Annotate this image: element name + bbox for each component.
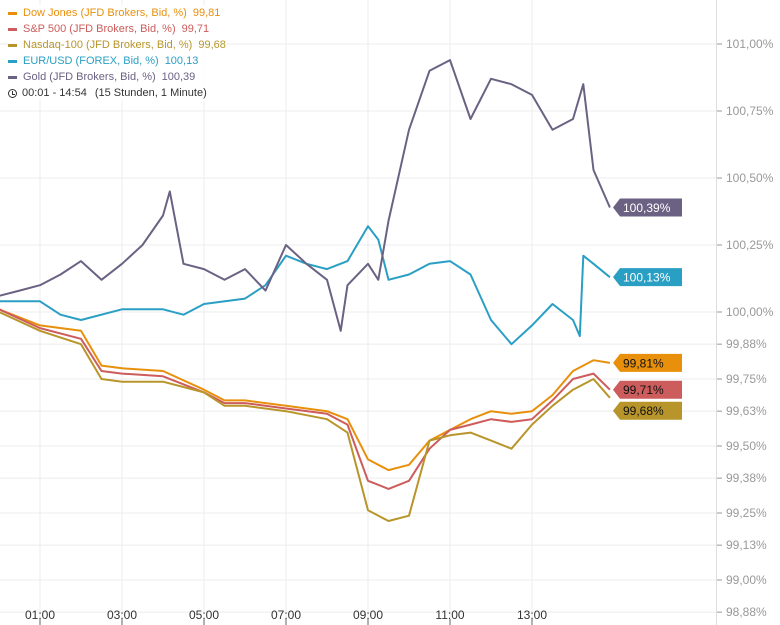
last-value-tag bbox=[613, 353, 682, 372]
last-value-tag bbox=[613, 380, 682, 399]
y-tick-label: 98,88% bbox=[726, 605, 767, 619]
time-range: 00:01 - 14:54 (15 Stunden, 1 Minute) bbox=[8, 85, 226, 101]
y-tick-label: 100,00% bbox=[726, 305, 774, 319]
x-tick-label: 01:00 bbox=[25, 608, 55, 622]
last-value-tag bbox=[613, 198, 682, 217]
legend-label: EUR/USD (FOREX, Bid, %) bbox=[23, 55, 159, 67]
y-tick-label: 99,13% bbox=[726, 538, 767, 552]
legend-label: S&P 500 (JFD Brokers, Bid, %) bbox=[23, 23, 176, 35]
legend-swatch bbox=[8, 43, 17, 47]
legend-label: Gold (JFD Brokers, Bid, %) bbox=[23, 71, 156, 83]
y-tick-label: 100,50% bbox=[726, 171, 774, 185]
series-line bbox=[0, 59, 611, 332]
y-tick-label: 100,75% bbox=[726, 104, 774, 118]
clock-icon bbox=[8, 88, 17, 98]
legend-value: 100,13 bbox=[164, 55, 199, 67]
legend-swatch bbox=[8, 11, 17, 15]
last-value-label: 100,39% bbox=[623, 201, 671, 215]
series-line bbox=[0, 308, 611, 490]
x-tick-label: 11:00 bbox=[435, 608, 464, 622]
legend-value: 99,68 bbox=[198, 39, 226, 51]
legend-item[interactable]: EUR/USD (FOREX, Bid, %) 100,13 bbox=[8, 53, 226, 69]
legend-value: 99,71 bbox=[181, 23, 210, 35]
x-tick-label: 09:00 bbox=[353, 608, 383, 622]
series-line bbox=[0, 311, 611, 522]
y-tick-label: 99,00% bbox=[726, 573, 767, 587]
y-tick-label: 100,25% bbox=[726, 238, 774, 252]
legend-value: 99,81 bbox=[192, 7, 221, 19]
x-tick-label: 07:00 bbox=[271, 608, 301, 622]
legend-item[interactable]: Dow Jones (JFD Brokers, Bid, %) 99,81 bbox=[8, 5, 226, 21]
last-value-label: 99,81% bbox=[623, 356, 664, 370]
last-value-tag bbox=[613, 401, 682, 420]
legend-value: 100,39 bbox=[161, 71, 196, 83]
x-tick-label: 13:00 bbox=[517, 608, 547, 622]
legend-item[interactable]: Nasdaq-100 (JFD Brokers, Bid, %) 99,68 bbox=[8, 37, 226, 53]
y-tick-label: 99,75% bbox=[726, 372, 767, 386]
y-tick-label: 99,88% bbox=[726, 337, 767, 351]
y-tick-label: 99,38% bbox=[726, 471, 767, 485]
legend-swatch bbox=[8, 59, 17, 63]
legend-swatch bbox=[8, 27, 17, 31]
duration-label: (15 Stunden, 1 Minute) bbox=[94, 87, 207, 99]
last-value-label: 99,68% bbox=[623, 404, 664, 418]
y-tick-label: 99,25% bbox=[726, 506, 767, 520]
last-value-tag bbox=[613, 268, 682, 287]
x-tick-label: 03:00 bbox=[107, 608, 137, 622]
series-line bbox=[0, 225, 611, 346]
y-tick-label: 101,00% bbox=[726, 37, 774, 51]
x-tick-label: 05:00 bbox=[189, 608, 219, 622]
legend-item[interactable]: S&P 500 (JFD Brokers, Bid, %) 99,71 bbox=[8, 21, 226, 37]
last-value-label: 99,71% bbox=[623, 383, 664, 397]
y-tick-label: 99,50% bbox=[726, 439, 767, 453]
legend-swatch bbox=[8, 75, 17, 79]
series-line bbox=[0, 308, 611, 472]
time-range-label: 00:01 - 14:54 bbox=[22, 87, 87, 99]
legend-item[interactable]: Gold (JFD Brokers, Bid, %) 100,39 bbox=[8, 69, 226, 85]
legend-label: Dow Jones (JFD Brokers, Bid, %) bbox=[23, 7, 187, 19]
last-value-label: 100,13% bbox=[623, 271, 671, 285]
legend: Dow Jones (JFD Brokers, Bid, %) 99,81 S&P … bbox=[8, 5, 226, 101]
legend-label: Nasdaq-100 (JFD Brokers, Bid, %) bbox=[23, 39, 193, 51]
y-tick-label: 99,63% bbox=[726, 404, 767, 418]
